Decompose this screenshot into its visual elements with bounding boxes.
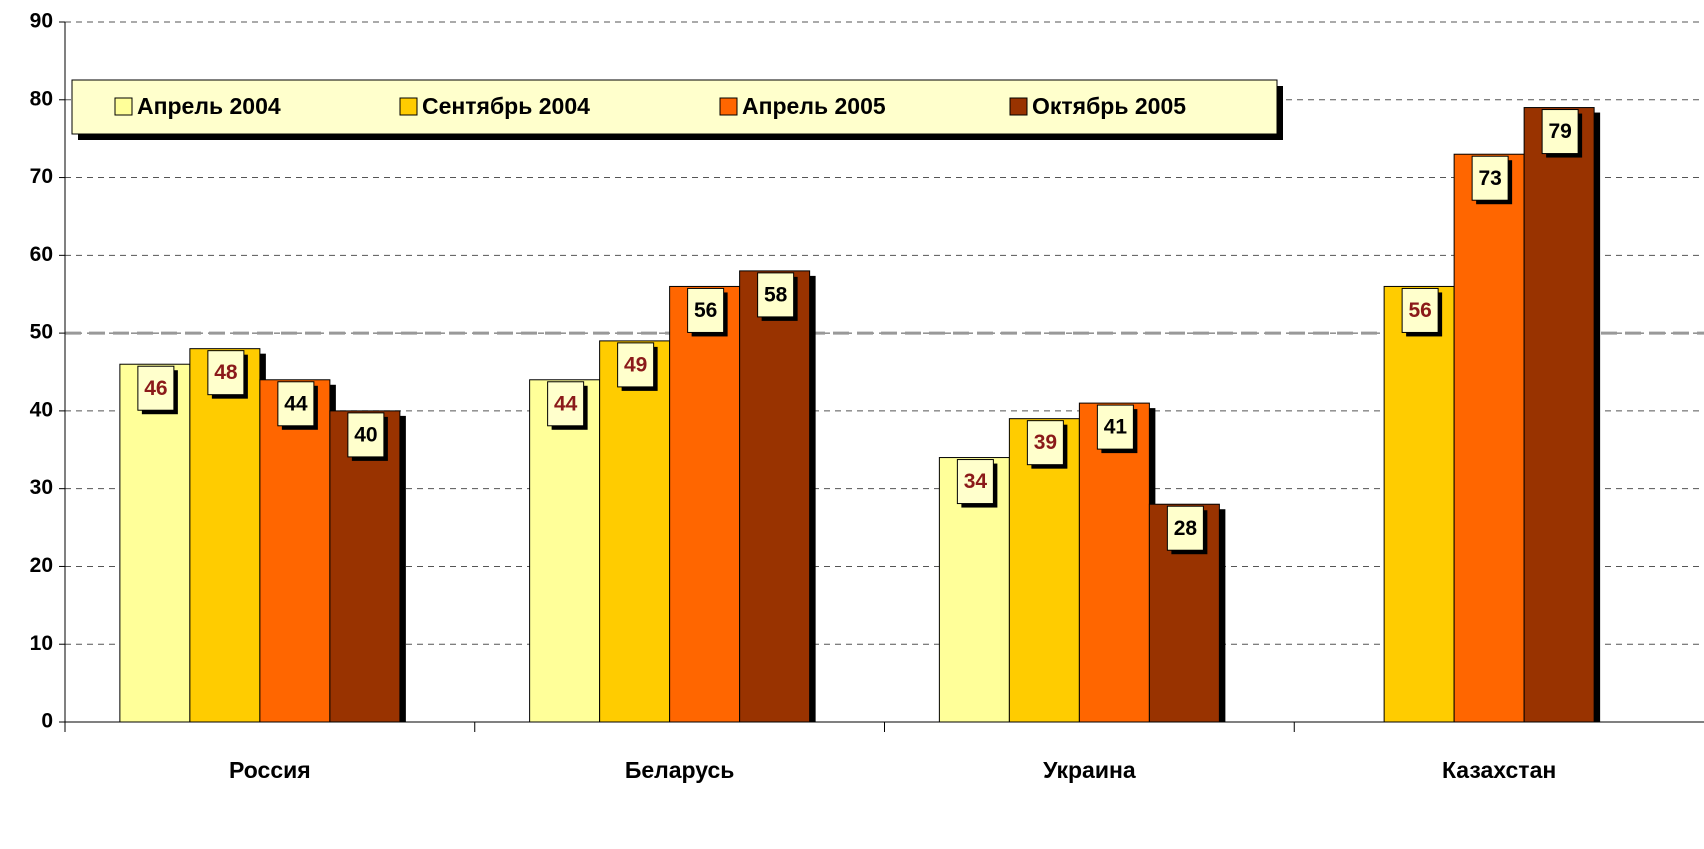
value-label-box (1471, 155, 1509, 201)
x-tick-label: Беларусь (625, 757, 735, 783)
value-label-box (1096, 404, 1134, 450)
y-tick-label: 90 (30, 10, 53, 33)
value-label: 56 (1408, 299, 1431, 322)
bar (529, 379, 601, 723)
legend-label: Октябрь 2005 (1032, 93, 1186, 119)
value-label: 44 (554, 392, 578, 415)
value-label-box (1026, 420, 1064, 466)
value-label: 44 (284, 392, 308, 415)
legend-swatch (114, 97, 133, 116)
legend-swatch (719, 97, 738, 116)
value-label: 49 (624, 353, 647, 376)
y-tick-label: 40 (30, 398, 53, 421)
x-tick-label: Казахстан (1442, 757, 1556, 783)
bar (119, 363, 191, 723)
y-tick-label: 70 (30, 165, 53, 188)
value-label-box (757, 272, 795, 318)
value-label: 73 (1478, 167, 1501, 190)
value-label: 48 (214, 361, 238, 384)
value-label: 40 (354, 423, 377, 446)
value-label-box (687, 287, 725, 333)
value-label: 39 (1034, 431, 1057, 454)
bar (599, 340, 671, 723)
value-label-box (137, 365, 175, 411)
bar (669, 285, 741, 723)
value-label: 34 (964, 470, 988, 493)
y-tick-label: 60 (30, 243, 53, 266)
value-label-box (547, 381, 585, 427)
y-tick-label: 10 (30, 632, 53, 655)
value-label: 56 (694, 299, 717, 322)
bar (1078, 402, 1150, 723)
legend-swatch (399, 97, 418, 116)
value-label-box (1401, 287, 1439, 333)
value-label: 46 (144, 377, 167, 400)
legend (71, 79, 1278, 135)
value-label: 41 (1104, 416, 1128, 439)
bar (259, 379, 331, 723)
bar (1453, 153, 1525, 723)
bar (1523, 107, 1595, 723)
legend-swatch (1009, 97, 1028, 116)
bar (189, 348, 261, 723)
value-label-box (207, 350, 245, 396)
legend-label: Сентябрь 2004 (422, 93, 590, 119)
y-tick-label: 0 (41, 710, 53, 733)
legend-label: Апрель 2004 (137, 93, 281, 119)
value-label-box (617, 342, 655, 388)
bar (1383, 285, 1455, 723)
y-tick-label: 50 (30, 321, 53, 344)
bar (739, 270, 811, 723)
y-tick-label: 80 (30, 87, 53, 110)
x-tick-label: Украина (1043, 757, 1136, 783)
bar (329, 410, 401, 723)
value-label-box (277, 381, 315, 427)
value-label: 28 (1174, 517, 1198, 540)
value-label-box (1541, 109, 1579, 155)
value-label: 58 (764, 283, 788, 306)
value-label-box (347, 412, 385, 458)
value-label: 79 (1548, 120, 1571, 143)
value-label-box (956, 459, 994, 505)
legend-label: Апрель 2005 (742, 93, 886, 119)
y-tick-label: 30 (30, 476, 53, 499)
x-tick-label: Россия (229, 757, 311, 783)
bar (1008, 418, 1080, 723)
value-label-box (1166, 505, 1204, 551)
y-tick-label: 20 (30, 554, 53, 577)
